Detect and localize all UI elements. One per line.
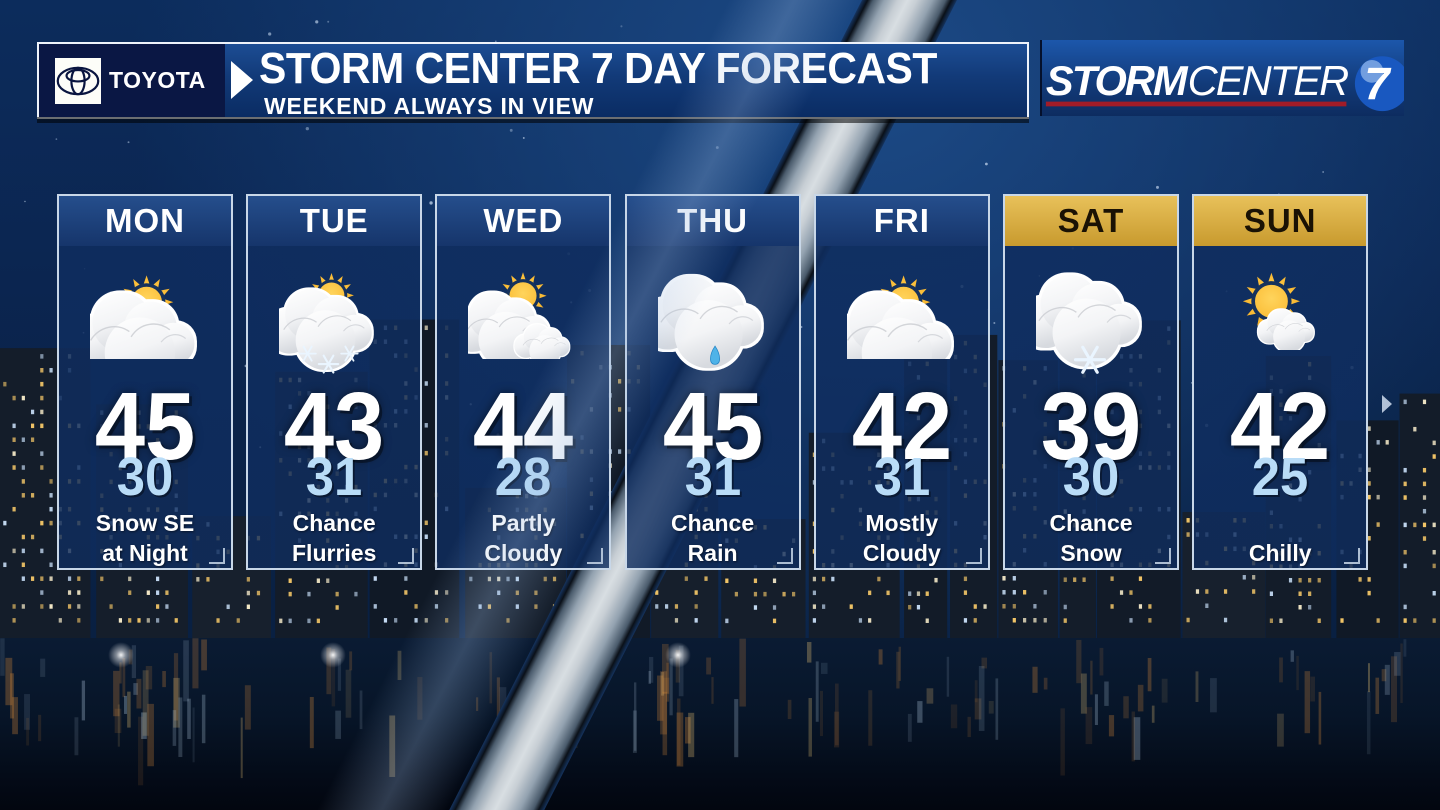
svg-text:STORM: STORM [1046, 57, 1189, 104]
svg-text:7: 7 [1364, 58, 1391, 109]
svg-text:CENTER: CENTER [1188, 57, 1348, 104]
